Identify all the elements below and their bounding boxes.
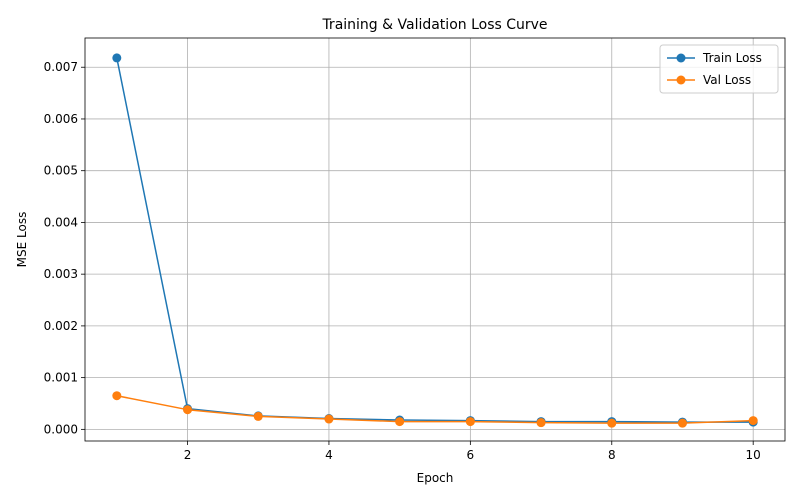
- x-tick-label: 4: [325, 448, 333, 462]
- legend-label-val-loss: Val Loss: [703, 73, 751, 87]
- legend-box: [659, 44, 779, 94]
- x-tick-label: 2: [184, 448, 192, 462]
- series-layer: [112, 53, 758, 428]
- data-point-val-loss: [748, 416, 758, 426]
- y-tick-label: 0.004: [44, 215, 78, 229]
- data-point-val-loss: [112, 391, 122, 401]
- data-point-val-loss: [465, 417, 475, 427]
- y-tick-label: 0.003: [44, 267, 78, 281]
- grid: [85, 38, 785, 441]
- data-point-val-loss: [253, 411, 263, 421]
- y-tick-label: 0.006: [44, 112, 78, 126]
- legend: Train Loss Val Loss: [659, 44, 779, 94]
- data-point-train-loss: [112, 53, 122, 63]
- series-line-val-loss: [116, 394, 754, 424]
- y-tick-label: 0.000: [44, 422, 78, 436]
- legend-marker-train-loss: [676, 53, 686, 63]
- legend-label-train-loss: Train Loss: [702, 51, 762, 65]
- ticks: 2 4 6 8 10 0.000 0.001 0.002 0.003 0.004 0.005 0.00…: [44, 60, 761, 462]
- series-line-train-loss: [116, 57, 754, 423]
- x-axis-label: Epoch: [417, 471, 454, 485]
- data-point-val-loss: [607, 418, 617, 428]
- data-point-val-loss: [677, 418, 687, 428]
- y-tick-label: 0.007: [44, 60, 78, 74]
- x-tick-label: 8: [608, 448, 616, 462]
- chart-title: Training & Validation Loss Curve: [321, 17, 547, 33]
- x-tick-label: 10: [746, 448, 761, 462]
- plot-frame: [84, 37, 786, 442]
- data-point-val-loss: [324, 414, 334, 424]
- y-tick-label: 0.001: [44, 371, 78, 385]
- data-point-val-loss: [395, 417, 405, 427]
- data-point-val-loss: [536, 418, 546, 428]
- y-tick-label: 0.005: [44, 164, 78, 178]
- legend-marker-val-loss: [676, 75, 686, 85]
- x-tick-label: 6: [467, 448, 475, 462]
- y-tick-label: 0.002: [44, 319, 78, 333]
- y-axis-label: MSE Loss: [15, 212, 29, 268]
- data-point-val-loss: [183, 405, 193, 415]
